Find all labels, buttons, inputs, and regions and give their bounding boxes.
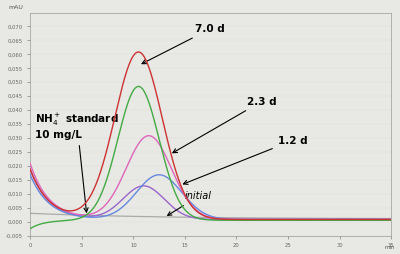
Text: mAU: mAU [8, 5, 24, 10]
Text: 1.2 d: 1.2 d [184, 136, 307, 184]
Text: min: min [384, 245, 395, 249]
Text: initial: initial [168, 191, 212, 215]
Text: 7.0 d: 7.0 d [142, 24, 225, 64]
Text: 2.3 d: 2.3 d [173, 97, 276, 153]
Text: NH$_4^+$ standard
10 mg/L: NH$_4^+$ standard 10 mg/L [35, 112, 119, 212]
